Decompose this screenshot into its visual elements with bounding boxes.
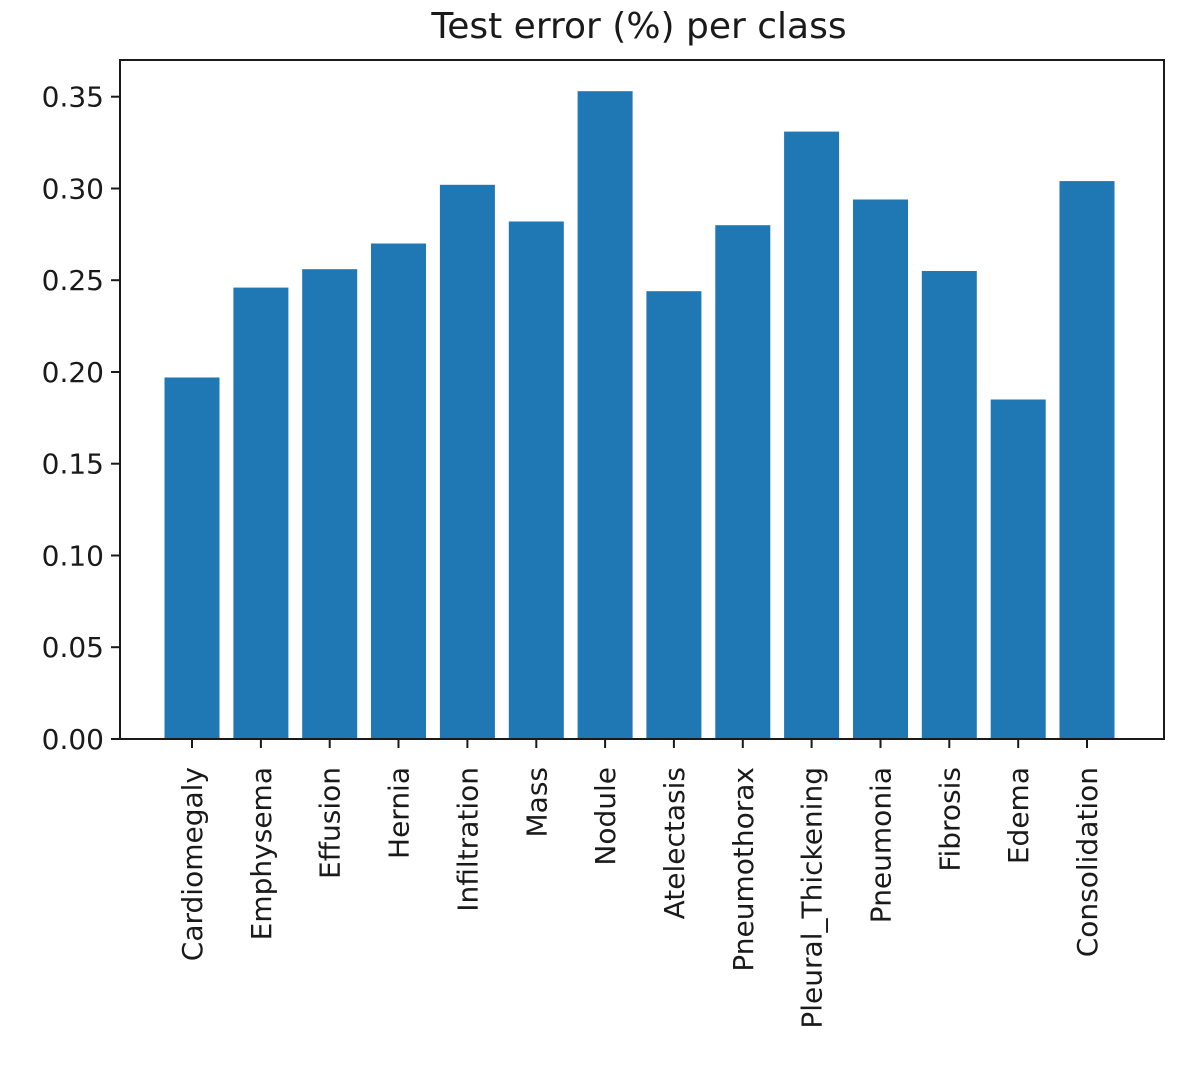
bar-emphysema [233,287,289,739]
bar-edema [990,399,1046,739]
bar-pneumothorax [715,225,771,739]
x-tick-label: Mass [520,767,553,838]
bar-infiltration [439,184,495,740]
y-tick-label: 0.30 [42,173,104,206]
bars-group [164,91,1115,740]
bar-consolidation [1059,181,1115,740]
x-tick-label: Fibrosis [933,767,966,872]
plot-frame [119,59,1165,740]
y-tick-label: 0.35 [42,81,104,114]
y-axis: 0.00 0.05 0.10 0.15 0.20 0.25 0.30 0.35 [42,81,120,756]
y-tick-label: 0.15 [42,448,104,481]
x-tick-label: Infiltration [451,767,484,912]
x-tick-label: Hernia [383,767,416,859]
x-tick-label: Pneumonia [865,767,898,923]
x-tick-label: Consolidation [1071,767,1104,957]
bar-nodule [577,91,633,739]
x-tick-label: Pneumothorax [727,767,760,972]
bar-cardiomegaly [164,377,220,739]
bar-pleural-thickening [784,131,840,740]
y-tick-label: 0.00 [42,723,104,756]
y-tick-label: 0.20 [42,356,104,389]
y-tick-label: 0.05 [42,631,104,664]
bar-fibrosis [921,271,977,739]
bar-mass [508,221,564,739]
y-tick-label: 0.10 [42,540,104,573]
x-tick-label: Emphysema [245,767,278,940]
x-tick-label: Nodule [589,767,622,866]
x-tick-label: Effusion [314,767,347,879]
x-tick-label: Pleural_Thickening [796,767,829,1029]
x-tick-label: Cardiomegaly [176,767,209,961]
chart-title: Test error (%) per class [430,6,846,47]
bar-pneumonia [853,199,908,739]
x-axis: Cardiomegaly Emphysema Effusion Hernia Infil… [176,739,1104,1029]
x-tick-label: Atelectasis [658,767,691,919]
x-tick-label: Edema [1002,767,1035,864]
y-tick-label: 0.25 [42,264,104,297]
bar-hernia [371,243,426,739]
bar-atelectasis [646,291,702,739]
bar-effusion [302,269,358,739]
